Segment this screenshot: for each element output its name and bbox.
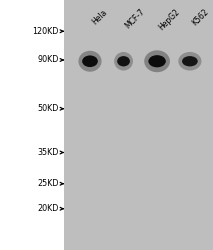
Text: 20KD: 20KD xyxy=(37,204,59,213)
Text: HepG2: HepG2 xyxy=(157,8,182,32)
Ellipse shape xyxy=(117,56,130,66)
Text: K562: K562 xyxy=(190,8,210,28)
Ellipse shape xyxy=(78,51,102,72)
Text: MCF-7: MCF-7 xyxy=(124,8,147,31)
Ellipse shape xyxy=(144,50,170,72)
Text: 35KD: 35KD xyxy=(37,148,59,157)
Text: 120KD: 120KD xyxy=(32,27,59,36)
Text: 90KD: 90KD xyxy=(37,56,59,64)
Bar xyxy=(64,0,213,250)
Ellipse shape xyxy=(114,52,133,70)
Text: 25KD: 25KD xyxy=(37,179,59,188)
Ellipse shape xyxy=(82,56,98,67)
Ellipse shape xyxy=(182,56,198,66)
Ellipse shape xyxy=(178,52,201,70)
Text: 50KD: 50KD xyxy=(37,104,59,113)
Ellipse shape xyxy=(148,55,166,67)
Text: Hela: Hela xyxy=(90,8,109,26)
